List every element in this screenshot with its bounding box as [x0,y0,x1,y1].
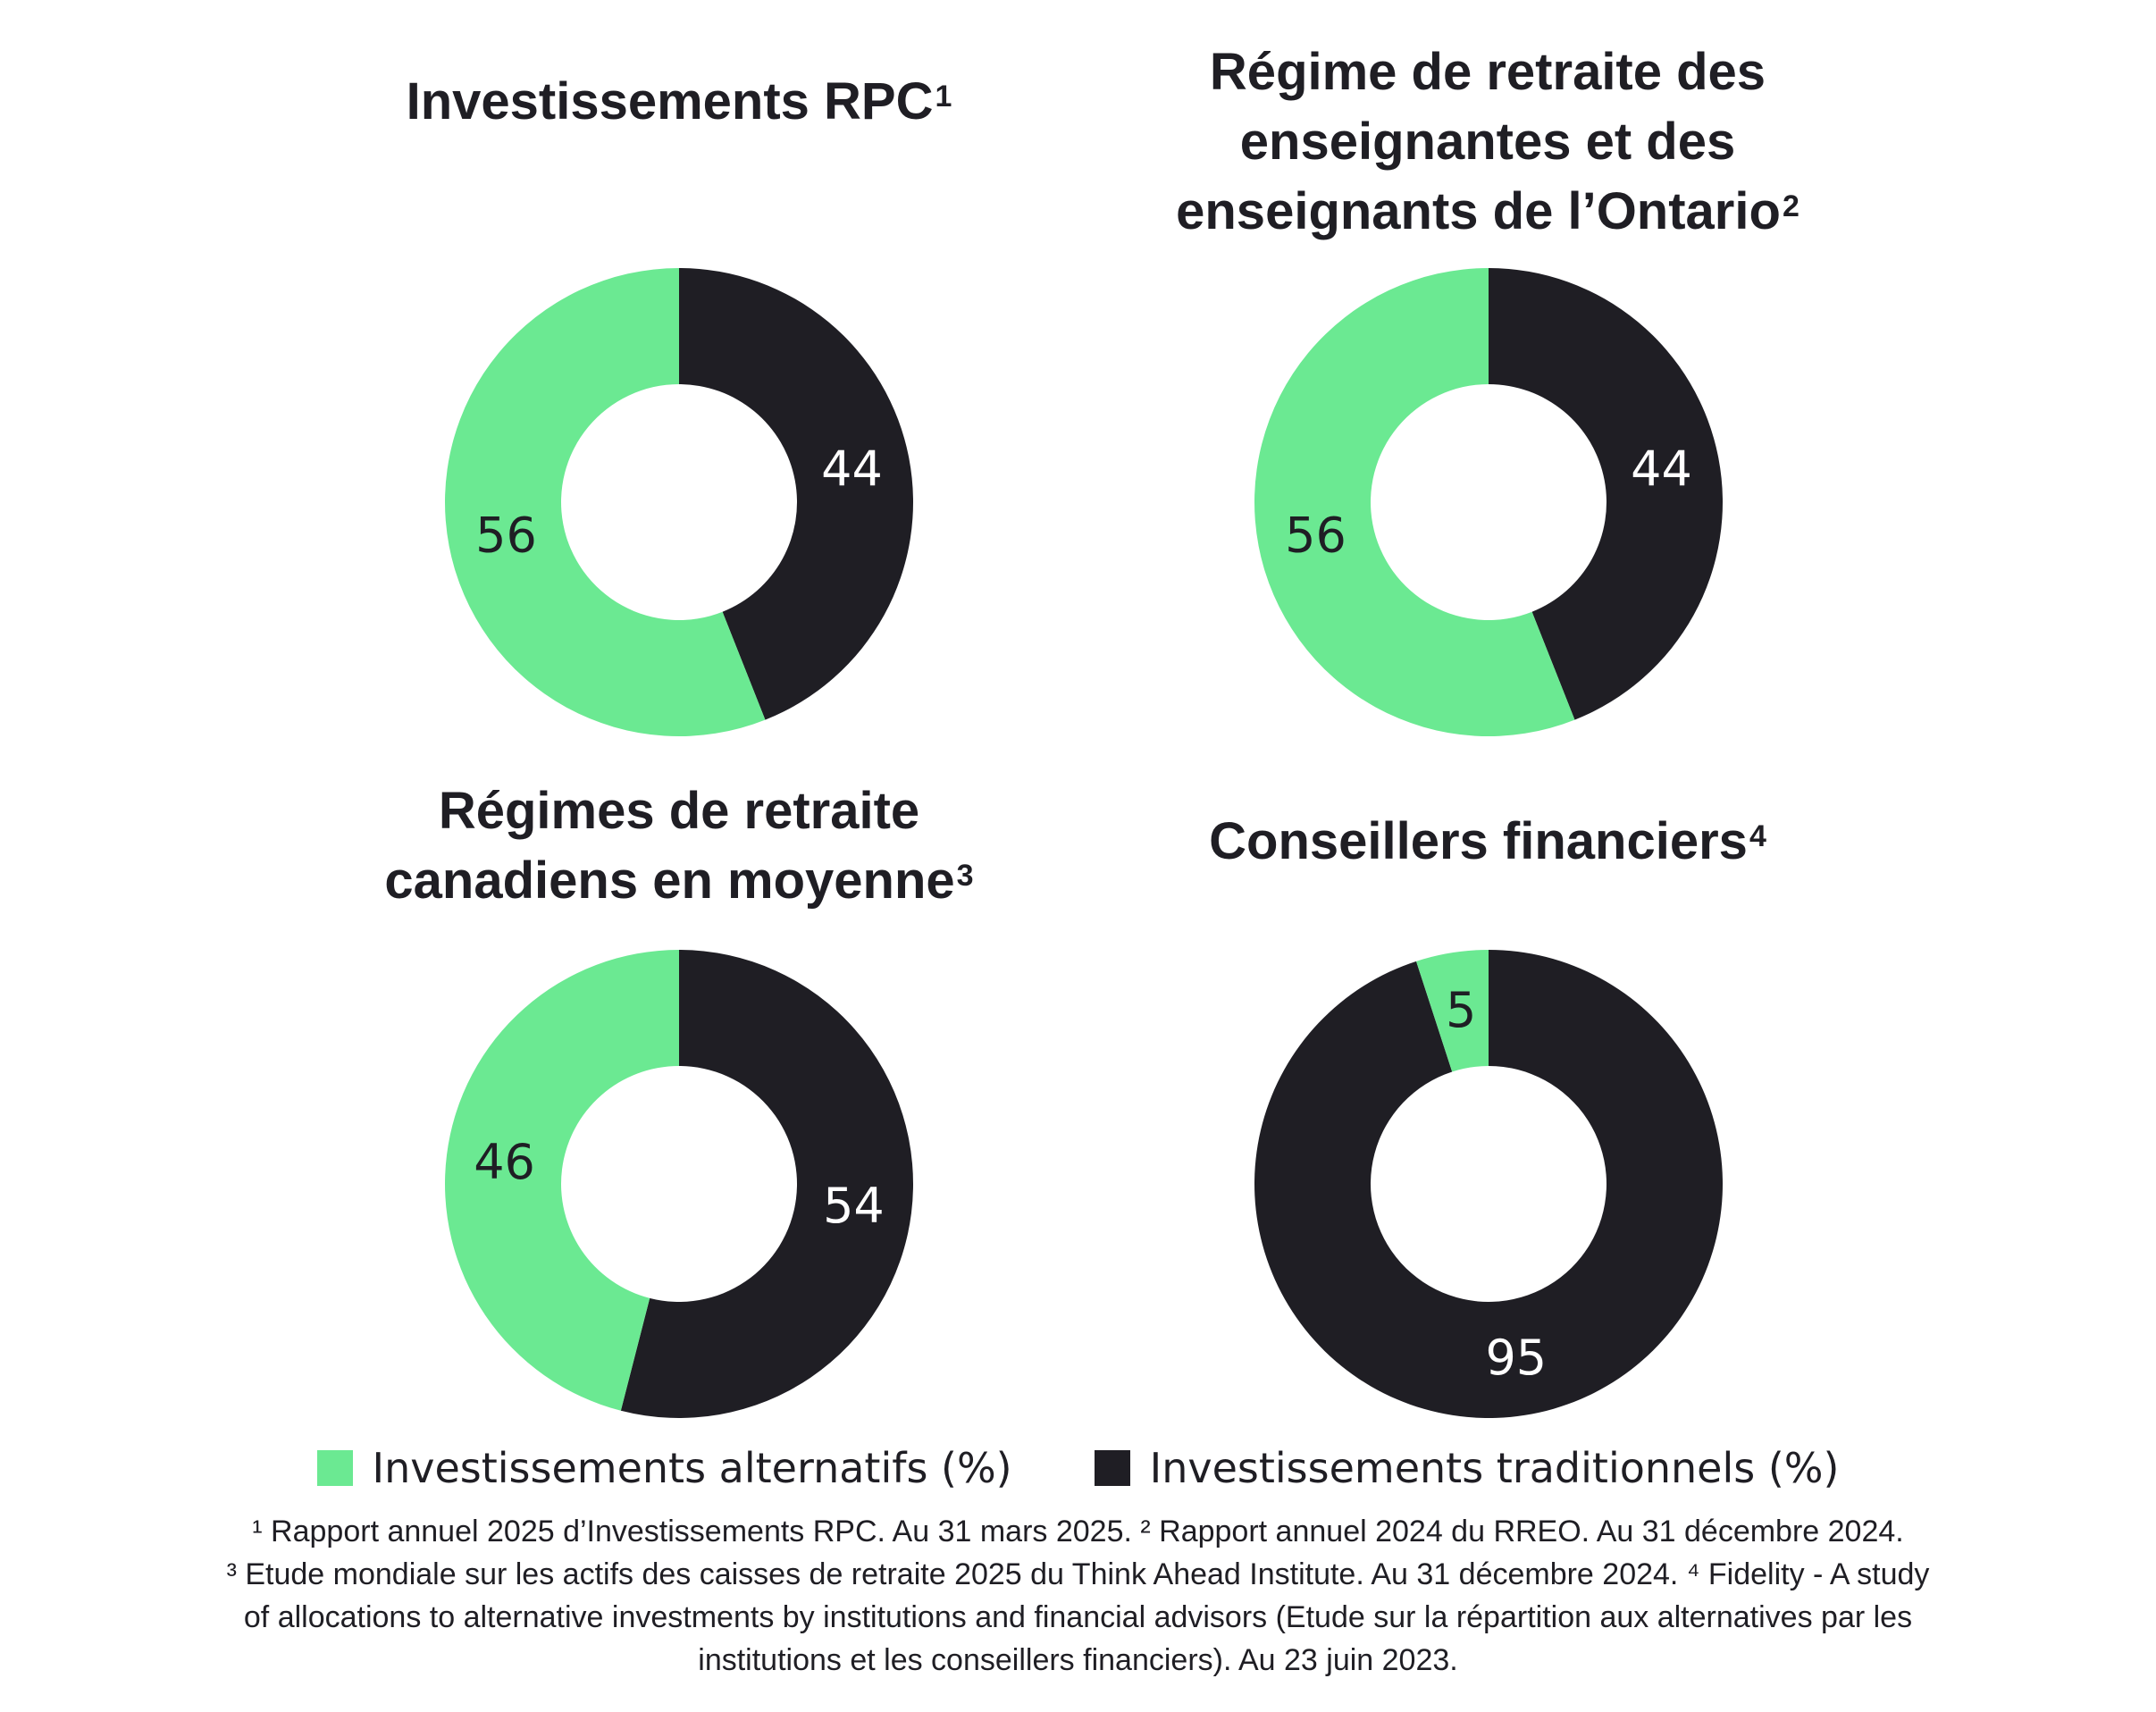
data-label-traditional: 44 [821,441,883,498]
donut-chart-4: 95 5 [1254,950,1723,1418]
footnote-ref-4: 4 [1749,819,1766,853]
chart-title-4: Conseillers financiers4 [1209,812,1766,870]
data-label-alternatives: 56 [475,507,537,563]
donut-slice-alternatives [1254,268,1575,736]
data-label-alternatives: 46 [474,1134,535,1190]
donut-slice-alternatives [445,268,766,736]
chart-title-3: Régimes de retraite canadiens en moyenne… [384,782,974,910]
footnote-line: ³ Etude mondiale sur les actifs des cais… [226,1557,1930,1591]
chart-title-2: Régime de retraite des enseignantes et d… [1176,43,1799,240]
legend-swatch-alternatives [316,1450,353,1486]
donut-chart-1: 44 56 [445,268,913,736]
footnote-ref-3: 3 [956,859,974,893]
footnote-line: ¹ Rapport annuel 2025 d’Investissements … [252,1515,1904,1548]
donut-slice-traditional [1254,950,1723,1418]
footnote-line: of allocations to alternative investment… [243,1600,1913,1634]
donut-slice-traditional [679,268,913,720]
legend-swatch-traditional [1094,1450,1130,1486]
footnote-ref-1: 1 [935,80,952,113]
donut-slice-alternatives [1416,950,1489,1072]
footnote-line: institutions et les conseillers financie… [698,1643,1458,1677]
chart-title-1: Investissements RPC1 [406,72,952,130]
legend-item-alternatives: Investissements alternatifs (%) [316,1444,1012,1492]
data-label-traditional: 54 [823,1178,885,1234]
footnotes: ¹ Rapport annuel 2025 d’Investissements … [71,1510,2085,1682]
donut-chart-3: 54 46 [444,950,913,1418]
legend-label-traditional: Investissements traditionnels (%) [1149,1444,1840,1492]
donut-slice-alternatives [444,950,679,1411]
data-label-traditional: 44 [1631,441,1692,498]
donut-slice-traditional [620,950,913,1418]
data-label-alternatives: 5 [1446,982,1476,1038]
donut-slice-traditional [1489,268,1723,720]
legend: Investissements alternatifs (%) Investis… [0,1437,2156,1499]
donut-chart-2: 44 56 [1254,268,1723,736]
legend-item-traditional: Investissements traditionnels (%) [1094,1444,1840,1492]
footnote-ref-2: 2 [1782,189,1799,223]
data-label-alternatives: 56 [1285,507,1346,563]
legend-label-alternatives: Investissements alternatifs (%) [372,1444,1012,1492]
data-label-traditional: 95 [1485,1330,1547,1386]
